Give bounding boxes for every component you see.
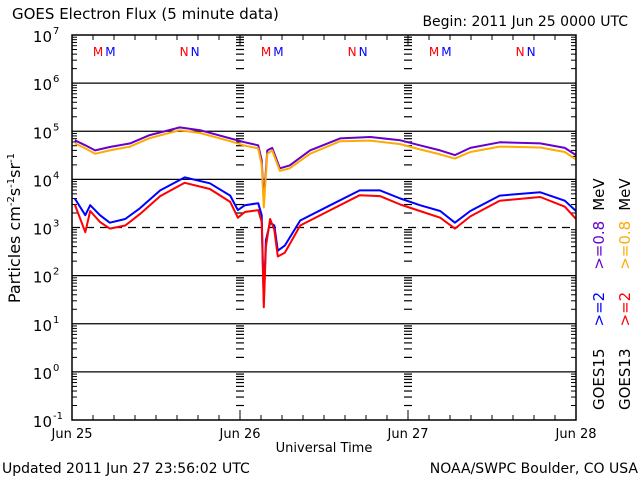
- source-credit: NOAA/SWPC Boulder, CO USA: [430, 461, 639, 477]
- y-tick-exponent: 6: [53, 74, 59, 85]
- series-line-goes15-0-8-mev: [74, 126, 577, 202]
- y-tick-exponent: 0: [53, 363, 59, 374]
- marker-goes15: M: [105, 45, 115, 59]
- y-tick-exponent: 4: [53, 170, 59, 181]
- y-tick-exponent: 5: [53, 122, 59, 133]
- x-tick-labels: Jun 25 Jun 26 Jun 27 Jun 28: [51, 427, 597, 442]
- y-tick-exponent: 2: [53, 267, 59, 278]
- begin-time: Begin: 2011 Jun 25 0000 UTC: [422, 14, 628, 30]
- legend-goes13: GOES13>=2>=0.8MeV: [616, 178, 634, 410]
- marker-goes13: M: [93, 45, 103, 59]
- updated-timestamp: Updated 2011 Jun 27 23:56:02 UTC: [2, 461, 250, 477]
- y-tick-label: 10: [33, 124, 52, 142]
- y-tick-exponent: -1: [53, 411, 63, 422]
- series-line-goes15-2-mev: [73, 176, 577, 304]
- y-tick-exponent: 3: [53, 219, 59, 230]
- y-tick-label: 10: [33, 365, 52, 383]
- chart-title: GOES Electron Flux (5 minute data): [12, 5, 279, 23]
- x-axis-label: Universal Time: [276, 441, 373, 456]
- marker-goes15: M: [441, 45, 451, 59]
- marker-goes15: M: [273, 45, 283, 59]
- marker-goes15: N: [191, 45, 200, 59]
- y-tick-label: 10: [33, 413, 52, 431]
- marker-goes15: N: [527, 45, 536, 59]
- x-tick-label: Jun 28: [555, 427, 597, 442]
- marker-goes13: N: [348, 45, 357, 59]
- series-line-goes13-2-mev: [73, 181, 577, 309]
- marker-goes13: M: [261, 45, 271, 59]
- legend: GOES15>=2>=0.8MeV GOES13>=2>=0.8MeV: [590, 178, 634, 410]
- legend-goes15: GOES15>=2>=0.8MeV: [590, 178, 608, 410]
- y-tick-label: 10: [33, 28, 52, 46]
- marker-goes13: N: [180, 45, 189, 59]
- y-tick-label: 10: [33, 317, 52, 335]
- series-line-goes13-0-8-mev: [74, 129, 577, 209]
- plot-frame: [71, 34, 577, 421]
- x-tick-label: Jun 26: [219, 427, 261, 442]
- y-tick-exponent: 7: [53, 26, 59, 37]
- marker-goes13: N: [516, 45, 525, 59]
- y-tick-label: 10: [33, 172, 52, 190]
- y-tick-label: 10: [33, 76, 52, 94]
- marker-goes13: M: [429, 45, 439, 59]
- y-tick-label: 10: [33, 221, 52, 239]
- y-axis-label: Particles cm-2s-1sr-1: [5, 153, 24, 303]
- x-tick-label: Jun 25: [51, 427, 93, 442]
- y-tick-exponent: 1: [53, 315, 59, 326]
- y-tick-label: 10: [33, 269, 52, 287]
- grid: [72, 35, 576, 420]
- series-lines: [73, 126, 577, 309]
- marker-goes15: N: [359, 45, 368, 59]
- x-tick-label: Jun 27: [387, 427, 429, 442]
